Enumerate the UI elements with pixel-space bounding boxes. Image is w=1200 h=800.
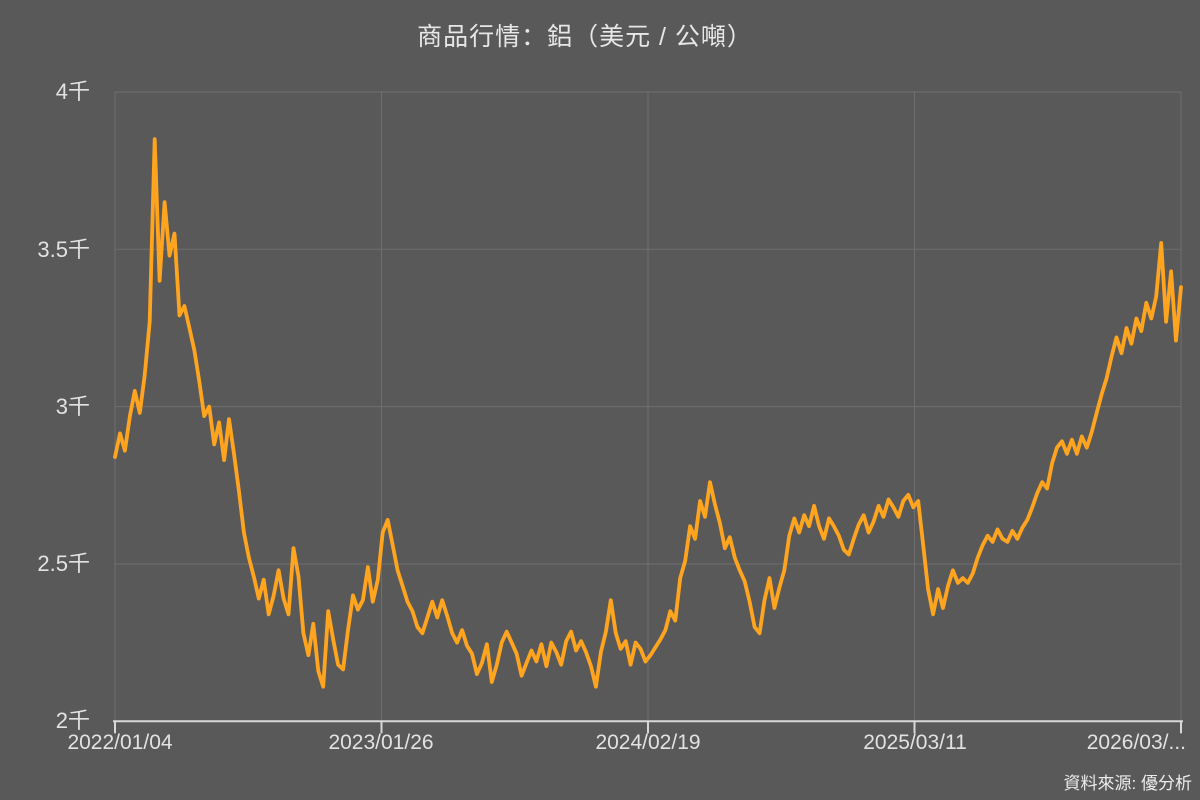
y-axis-label-3000: 3千	[55, 394, 90, 419]
x-axis-label-4: 2026/03/...	[1086, 731, 1186, 754]
y-axis-label-2500: 2.5千	[37, 551, 90, 576]
x-axis-label-1: 2023/01/26	[328, 731, 434, 754]
x-axis-label-3: 2025/03/11	[863, 731, 967, 754]
x-axis-label-2: 2024/02/19	[595, 731, 701, 754]
x-axis-label-0: 2022/01/04	[67, 731, 173, 754]
y-axis-label-2000: 2千	[55, 708, 90, 733]
y-axis-label-4000: 4千	[55, 79, 90, 104]
y-axis-label-3500: 3.5千	[37, 237, 90, 262]
chart-title: 商品行情：鋁（美元 / 公噸）	[417, 23, 753, 51]
data-source-label: 資料來源: 優分析	[1063, 774, 1192, 793]
